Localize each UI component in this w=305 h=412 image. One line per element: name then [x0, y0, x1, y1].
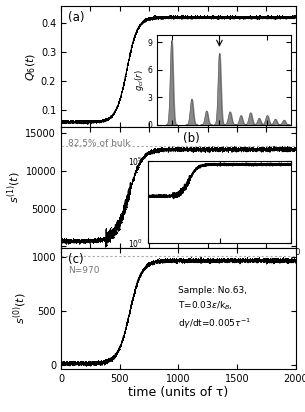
Text: (c): (c)	[68, 253, 84, 266]
Y-axis label: $s^{(0)}(t)$: $s^{(0)}(t)$	[11, 293, 29, 324]
Y-axis label: $s^{(1)}(t)$: $s^{(1)}(t)$	[5, 171, 23, 204]
Y-axis label: $Q_6(t)$: $Q_6(t)$	[24, 53, 38, 81]
X-axis label: time (units of τ): time (units of τ)	[128, 386, 228, 399]
Text: (b): (b)	[183, 132, 200, 145]
Text: Sample: No.63,
T=0.03$\varepsilon$/k$_B$,
d$\gamma$/dt=0.005$\tau^{-1}$: Sample: No.63, T=0.03$\varepsilon$/k$_B$…	[178, 286, 252, 331]
Text: 82.5% of bulk: 82.5% of bulk	[68, 139, 131, 148]
Text: N=970: N=970	[68, 266, 99, 275]
Text: (a): (a)	[68, 11, 84, 24]
